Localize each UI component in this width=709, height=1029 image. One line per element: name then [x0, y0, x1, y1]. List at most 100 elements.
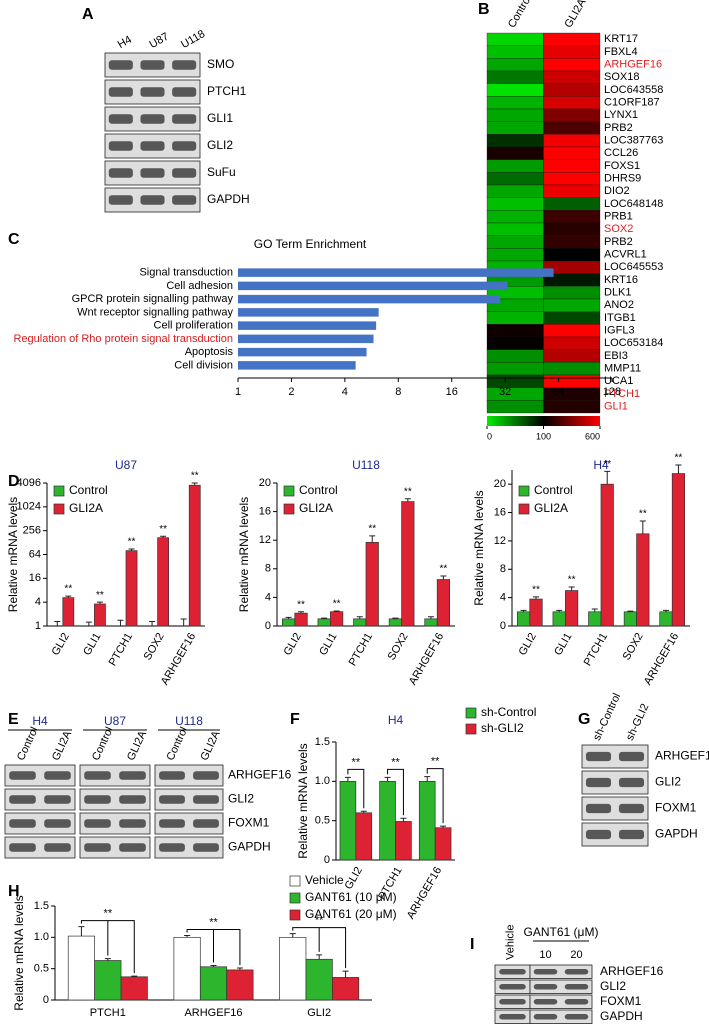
bar: [62, 597, 75, 627]
band-label: GAPDH: [228, 840, 271, 854]
heatmap-cell: [486, 210, 544, 224]
blot-band: [159, 819, 185, 828]
error-bar: [627, 610, 634, 612]
significance-label: **: [603, 459, 611, 470]
colorbar-tick-label: 100: [536, 431, 551, 441]
x-tick-label: GLI2: [307, 1007, 331, 1019]
significance-label: **: [96, 590, 104, 601]
heatmap-cell: [543, 222, 601, 236]
blot-band: [44, 819, 71, 828]
heatmap-cell: [486, 324, 544, 338]
x-tick-label: PTCH1: [347, 631, 375, 668]
band-label: GLI2: [600, 979, 626, 993]
error-bar: [128, 548, 135, 551]
bar: [565, 590, 579, 627]
error-bar: [65, 595, 72, 598]
blot-row: [4, 836, 76, 859]
heatmap-cell: [486, 235, 544, 249]
blot-row: [154, 836, 224, 859]
x-tick-label: GLI2: [282, 631, 304, 658]
heatmap-cell: [543, 83, 601, 97]
blot-band: [108, 141, 133, 151]
y-tick-label: 1: [35, 620, 41, 632]
bar: [353, 618, 367, 627]
y-tick-label: 0.5: [34, 963, 49, 975]
heatmap-cell: [486, 121, 544, 135]
heatmap-cell: [543, 286, 601, 300]
row-label: PRB2: [604, 122, 633, 134]
bar: [552, 611, 566, 627]
heatmap-cell: [543, 172, 601, 186]
blot-band: [140, 114, 165, 124]
error-bar: [180, 618, 187, 626]
blot-band: [585, 751, 612, 762]
legend-label: Control: [69, 483, 108, 497]
x-tick-label: SOX2: [621, 631, 646, 662]
significance-label: **: [532, 585, 540, 596]
row-label: KRT16: [604, 274, 638, 286]
blot-band: [172, 114, 197, 124]
bar: [317, 618, 331, 627]
band-label: GAPDH: [655, 827, 698, 841]
error-bar: [184, 934, 191, 938]
heatmap-cell: [486, 146, 544, 160]
error-bar: [333, 610, 340, 612]
blot-band: [172, 168, 197, 178]
error-bar: [210, 965, 217, 967]
heatmap-cell: [543, 108, 601, 122]
heatmap-cell: [486, 374, 544, 388]
heatmap-cell: [543, 58, 601, 72]
band-label: ARHGEF16: [228, 768, 292, 782]
y-tick-label: 8: [265, 563, 271, 575]
heatmap-cell: [486, 96, 544, 110]
y-tick-label: 16: [29, 572, 41, 584]
x-tick-label: GLI2: [517, 631, 539, 658]
x-tick-label: 1: [235, 386, 241, 398]
error-bar: [440, 825, 447, 828]
error-bar: [440, 575, 447, 580]
blot-band: [533, 999, 558, 1005]
error-bar: [568, 586, 575, 591]
blot-band: [140, 141, 165, 151]
x-tick-label: 32: [499, 386, 511, 398]
blot-band: [193, 843, 219, 852]
y-tick-label: 8: [500, 563, 506, 575]
bracket: [347, 768, 365, 809]
legend-swatch: [53, 485, 65, 497]
blot-row: [79, 788, 151, 811]
blot-band: [499, 1014, 526, 1020]
y-tick-label: 1.0: [315, 775, 330, 787]
error-bar: [662, 609, 669, 612]
legend-swatch: [289, 892, 301, 904]
lane-label: sh-GLI2: [624, 702, 651, 743]
heatmap-cell: [486, 248, 544, 262]
legend-swatch: [53, 503, 65, 515]
y-tick-label: 20: [259, 477, 271, 489]
category-label: GPCR protein signalling pathway: [72, 293, 234, 305]
row-label: ACVRL1: [604, 249, 647, 261]
x-tick-label: GLI1: [317, 631, 339, 658]
category-label: Cell adhesion: [166, 280, 233, 292]
heatmap-cell: [486, 400, 544, 414]
blot-band: [172, 195, 197, 205]
bar: [157, 537, 170, 627]
heatmap-cell: [543, 197, 601, 211]
legend-swatch: [465, 707, 477, 719]
bracket: [426, 768, 444, 824]
error-bar: [356, 616, 363, 619]
band-label: ARHGEF16: [600, 964, 664, 978]
x-tick-label: PTCH1: [107, 631, 135, 668]
blot-band: [108, 168, 133, 178]
error-bar: [639, 520, 646, 534]
lane-label: Vehicle: [504, 925, 516, 960]
significance-label: **: [639, 509, 647, 520]
significance-label: **: [368, 524, 376, 535]
bar: [434, 827, 452, 861]
heatmap-cell: [543, 159, 601, 173]
x-tick-label: PTCH1: [90, 1007, 126, 1019]
row-label: IGFL3: [604, 325, 635, 337]
blot-band: [618, 751, 645, 762]
error-bar: [54, 620, 61, 626]
heatmap-cell: [486, 349, 544, 363]
